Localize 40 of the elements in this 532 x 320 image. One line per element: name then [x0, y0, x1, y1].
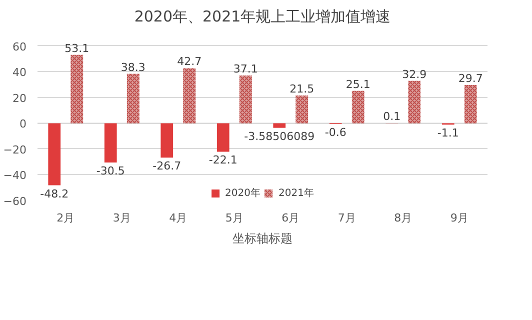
data-label: -1.1	[437, 126, 459, 140]
bar	[216, 123, 230, 152]
data-label: -0.6	[324, 126, 346, 139]
x-tick-label: 4月	[169, 212, 188, 224]
bar	[104, 123, 117, 163]
data-label: 25.1	[346, 78, 370, 91]
x-tick-label: 6月	[282, 212, 300, 224]
y-tick-label: −40	[3, 169, 27, 182]
x-tick-label: 2月	[56, 212, 75, 224]
data-label: 0.1	[383, 110, 401, 124]
x-tick-label: 7月	[338, 212, 356, 224]
data-label: 32.9	[402, 68, 427, 81]
x-tick-label: 3月	[112, 212, 131, 224]
x-axis-title: 坐标轴标题	[232, 232, 292, 246]
y-tick-label: −20	[3, 143, 27, 156]
bar	[160, 123, 174, 158]
legend-label: 2020年	[225, 187, 260, 200]
y-tick-label: 0	[20, 118, 26, 131]
y-tick-label: 60	[12, 40, 27, 54]
data-label: 38.3	[120, 60, 146, 74]
data-label: -26.7	[152, 160, 182, 173]
chart-title: 2020年、2021年规上工业增加值增速	[134, 8, 391, 26]
data-label: 53.1	[64, 42, 90, 55]
data-label: 37.1	[233, 62, 258, 76]
legend-label: 2021年	[278, 187, 314, 200]
data-label: -3.58506089	[244, 130, 315, 143]
x-tick-label: 8月	[394, 212, 412, 224]
data-label: 42.7	[177, 55, 202, 68]
x-tick-label: 5月	[225, 212, 244, 224]
y-tick-label: −60	[3, 195, 27, 208]
bar	[273, 123, 286, 128]
x-tick-label: 9月	[450, 212, 468, 224]
y-tick-label: 20	[12, 92, 27, 105]
y-tick-label: 40	[12, 66, 27, 80]
data-label: -30.5	[96, 164, 125, 178]
data-label: -22.1	[208, 154, 238, 167]
data-label: 21.5	[290, 82, 314, 96]
data-label: 29.7	[458, 72, 483, 85]
bar	[48, 123, 61, 186]
data-label: -48.2	[40, 187, 69, 200]
